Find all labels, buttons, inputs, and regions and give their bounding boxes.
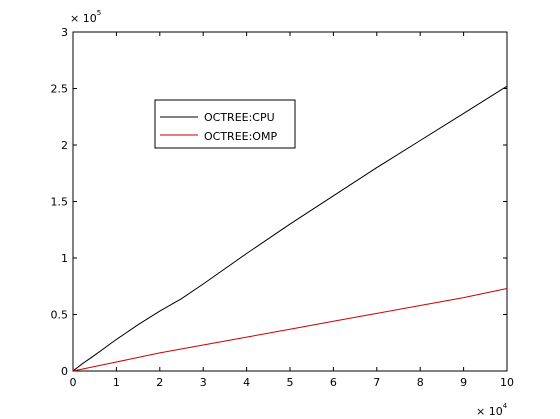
y-multiplier-exponent: 5 bbox=[97, 9, 101, 17]
y-tick-label: 1.5 bbox=[51, 196, 69, 209]
y-tick-label: 1 bbox=[61, 252, 68, 265]
x-axis-ticks: 0 1 2 3 4 5 6 7 8 9 10 bbox=[70, 32, 514, 389]
legend-box bbox=[154, 99, 296, 149]
y-axis-multiplier: × 105 bbox=[70, 9, 101, 25]
y-tick-label: 0 bbox=[61, 365, 68, 378]
x-tick-label: 0 bbox=[70, 376, 77, 389]
series-line-octree-omp bbox=[72, 288, 508, 372]
x-tick-label: 5 bbox=[287, 376, 294, 389]
x-tick-label: 3 bbox=[200, 376, 207, 389]
x-tick-label: 1 bbox=[113, 376, 120, 389]
plot-area bbox=[72, 31, 508, 372]
x-tick-label: 7 bbox=[373, 376, 380, 389]
x-tick-label: 6 bbox=[330, 376, 337, 389]
y-tick-label: 0.5 bbox=[51, 309, 69, 322]
y-axis-ticks: 0 0.5 1 1.5 2 2.5 3 bbox=[51, 26, 507, 378]
x-tick-label: 8 bbox=[417, 376, 424, 389]
x-axis-multiplier: × 104 bbox=[476, 402, 508, 418]
legend-label-omp: OCTREE:OMP bbox=[204, 130, 277, 143]
y-tick-label: 2 bbox=[61, 139, 68, 152]
x-tick-label: 10 bbox=[500, 376, 514, 389]
y-multiplier-base: × 10 bbox=[70, 12, 97, 25]
series-layer bbox=[72, 85, 508, 372]
series-line-octree-cpu bbox=[72, 85, 508, 372]
legend-label-cpu: OCTREE:CPU bbox=[204, 111, 275, 124]
x-tick-label: 4 bbox=[243, 376, 250, 389]
y-tick-label: 3 bbox=[61, 26, 68, 39]
x-multiplier-exponent: 4 bbox=[503, 402, 508, 410]
x-tick-label: 9 bbox=[460, 376, 467, 389]
x-multiplier-base: × 10 bbox=[476, 405, 503, 418]
x-tick-label: 2 bbox=[156, 376, 163, 389]
legend: OCTREE:CPU OCTREE:OMP bbox=[154, 99, 296, 149]
y-tick-label: 2.5 bbox=[51, 83, 69, 96]
